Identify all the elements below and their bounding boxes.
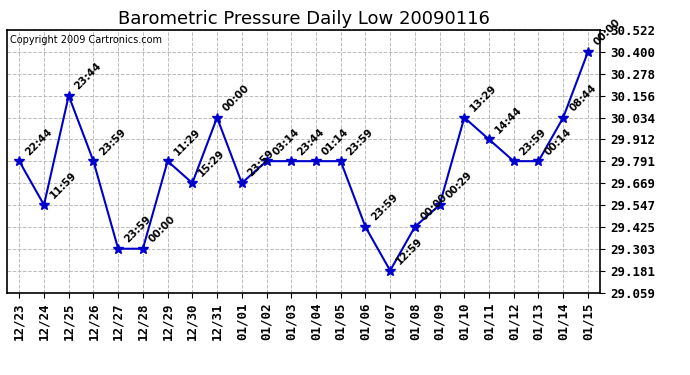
Text: 23:59: 23:59: [518, 127, 549, 157]
Text: 03:14: 03:14: [270, 126, 302, 157]
Title: Barometric Pressure Daily Low 20090116: Barometric Pressure Daily Low 20090116: [118, 10, 489, 28]
Text: 11:59: 11:59: [48, 170, 79, 201]
Text: 00:00: 00:00: [221, 83, 252, 113]
Text: 23:44: 23:44: [295, 126, 326, 157]
Text: 22:44: 22:44: [23, 126, 54, 157]
Text: 13:29: 13:29: [469, 83, 499, 113]
Text: 00:14: 00:14: [542, 126, 573, 157]
Text: 00:00: 00:00: [592, 17, 622, 48]
Text: 00:00: 00:00: [147, 214, 177, 244]
Text: 08:44: 08:44: [567, 83, 598, 113]
Text: 00:29: 00:29: [444, 170, 474, 201]
Text: Copyright 2009 Cartronics.com: Copyright 2009 Cartronics.com: [10, 35, 162, 45]
Text: 11:29: 11:29: [172, 127, 202, 157]
Text: 23:59: 23:59: [246, 148, 277, 179]
Text: 23:59: 23:59: [97, 127, 128, 157]
Text: 14:44: 14:44: [493, 105, 524, 135]
Text: 23:59: 23:59: [370, 192, 400, 223]
Text: 00:00: 00:00: [419, 192, 449, 223]
Text: 23:44: 23:44: [73, 61, 104, 92]
Text: 23:59: 23:59: [345, 127, 375, 157]
Text: 23:59: 23:59: [122, 214, 152, 244]
Text: 12:59: 12:59: [394, 236, 425, 267]
Text: 15:29: 15:29: [197, 148, 227, 179]
Text: 01:14: 01:14: [320, 126, 351, 157]
